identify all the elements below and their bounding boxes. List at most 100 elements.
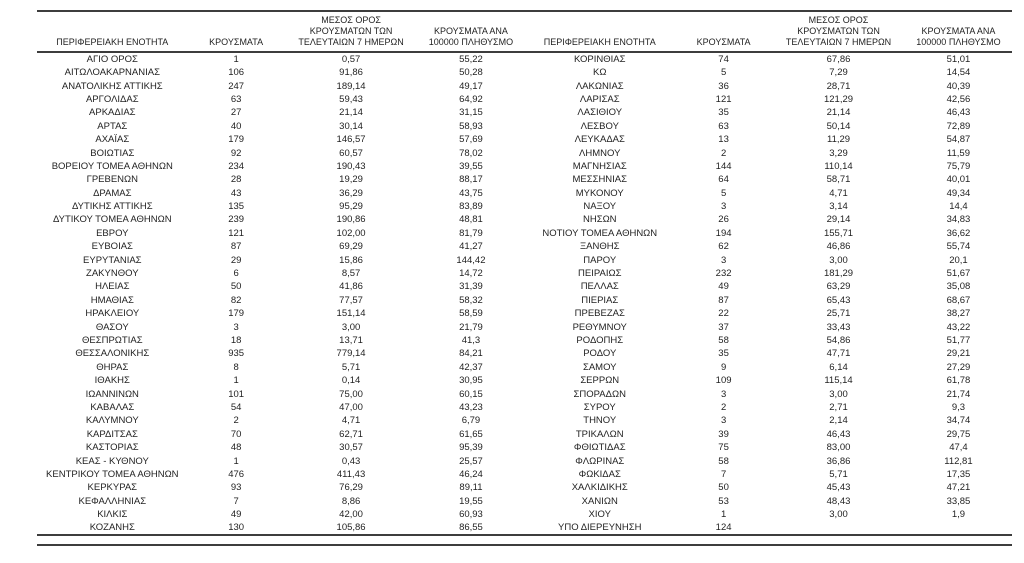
per100k-cell: 49,17	[459, 80, 483, 92]
cases-cell: 121	[228, 227, 245, 239]
per100k-cell: 31,15	[459, 107, 483, 119]
region-cell: ΚΟΖΑΝΗΣ	[89, 522, 135, 534]
avg7-cell: 19,29	[339, 174, 363, 186]
per100k-cell: 144,42	[456, 254, 486, 266]
per100k-cell: 17,35	[946, 468, 971, 480]
cases-cell: 58	[718, 335, 729, 346]
region-cell: ΖΑΚΥΝΘΟΥ	[86, 268, 139, 280]
region-cell: ΔΥΤΙΚΟΥ ΤΟΜΕΑ ΑΘΗΝΩΝ	[53, 214, 172, 226]
avg7-cell: 7,29	[829, 67, 848, 79]
cases-cell: 101	[228, 388, 245, 400]
avg7-cell: 4,71	[341, 415, 361, 427]
avg7-cell: 110,14	[824, 160, 853, 172]
region-cell: ΑΓΙΟ ΟΡΟΣ	[86, 54, 138, 65]
region-cell: ΝΑΞΟΥ	[583, 201, 617, 213]
avg7-cell: 65,43	[826, 294, 851, 306]
header-region-right: ΠΕΡΙΦΕΡΕΙΑΚΗ ΕΝΟΤΗΤΑ	[524, 11, 676, 53]
cases-cell: 40	[230, 120, 242, 132]
region-cell: ΛΑΚΩΝΙΑΣ	[575, 80, 624, 92]
cases-cell: 121	[715, 93, 732, 105]
avg7-cell: 105,86	[336, 522, 366, 534]
region-cell: ΚΕΑΣ - ΚΥΘΝΟΥ	[75, 455, 149, 467]
avg7-cell: 33,43	[826, 321, 851, 333]
table-row: ΕΥΡΥΤΑΝΙΑΣ 29 15,86 144,42 ΠΑΡΟΥ 3 3,00 20,1	[37, 253, 1012, 266]
table-row: ΚΕΦΑΛΛΗΝΙΑΣ 7 8,86 19,55 ΧΑΝΙΩΝ 53 48,43 33,85	[37, 495, 1012, 508]
table-row: ΙΩΑΝΝΙΝΩΝ 101 75,00 60,15 ΣΠΟΡΑΔΩΝ 3 3,00 21,74	[37, 387, 1012, 400]
table-row: ΔΥΤΙΚΟΥ ΤΟΜΕΑ ΑΘΗΝΩΝ 239 190,86 48,81 ΝΗΣΩΝ 2…	[37, 213, 1012, 226]
cases-cell: 70	[230, 428, 242, 440]
cases-cell: 26	[718, 214, 729, 226]
cases-cell: 28	[230, 174, 242, 186]
avg7-cell: 151,14	[336, 308, 366, 320]
region-cell: ΛΕΣΒΟΥ	[580, 120, 619, 132]
cases-cell: 29	[230, 254, 242, 266]
per100k-cell: 83,89	[459, 201, 483, 213]
per100k-cell: 29,21	[946, 348, 971, 360]
region-cell: ΚΟΡΙΝΘΙΑΣ	[573, 54, 626, 65]
cases-cell: 37	[718, 321, 729, 333]
table-row: ΚΙΛΚΙΣ 49 42,00 60,93 ΧΙΟΥ 1 3,00 1,9	[37, 508, 1012, 521]
header-avg7-left: ΜΕΣΟΣ ΟΡΟΣ ΚΡΟΥΣΜΑΤΩΝ ΤΩΝ ΤΕΛΕΥΤΑΙΩΝ 7 Η…	[284, 11, 418, 53]
region-cell: ΝΗΣΩΝ	[582, 214, 617, 226]
region-cell: ΛΗΜΝΟΥ	[579, 147, 621, 159]
per100k-cell: 51,67	[946, 268, 971, 280]
avg7-cell: 28,71	[826, 80, 851, 92]
cases-cell: 93	[230, 482, 242, 494]
region-cell: ΚΕΦΑΛΛΗΝΙΑΣ	[78, 495, 147, 507]
table-row: ΚΕΑΣ - ΚΥΘΝΟΥ 1 0,43 25,57 ΦΛΩΡΙΝΑΣ 58 36,86 11…	[37, 454, 1012, 467]
cases-cell: 54	[230, 401, 242, 413]
region-cell: ΑΡΚΑΔΙΑΣ	[89, 107, 136, 119]
table-row: ΑΡΚΑΔΙΑΣ 27 21,14 31,15 ΛΑΣΙΘΙΟΥ 35 21,14 46,43	[37, 106, 1012, 119]
avg7-cell: 3,14	[829, 201, 848, 213]
cases-cell: 8	[233, 361, 239, 373]
cases-cell: 5	[720, 67, 727, 79]
header-cases-left: ΚΡΟΥΣΜΑΤΑ	[187, 11, 285, 53]
cases-cell: 247	[228, 80, 245, 92]
avg7-cell: 11,29	[826, 134, 851, 146]
per100k-cell: 19,55	[459, 495, 483, 507]
per100k-cell: 21,74	[946, 388, 971, 400]
cases-by-region-table: ΠΕΡΙΦΕΡΕΙΑΚΗ ΕΝΟΤΗΤΑ ΚΡΟΥΣΜΑΤΑ ΜΕΣΟΣ ΟΡΟ…	[37, 10, 1012, 537]
per100k-cell: 27,29	[946, 361, 971, 373]
region-cell: ΔΥΤΙΚΗΣ ΑΤΤΙΚΗΣ	[72, 201, 153, 213]
cases-cell: 6	[233, 268, 239, 280]
table-row: ΙΘΑΚΗΣ 1 0,14 30,95 ΣΕΡΡΩΝ 109 115,14 61,78	[37, 374, 1012, 387]
avg7-cell: 0,57	[341, 54, 361, 65]
cases-cell: 232	[715, 268, 732, 280]
table-row: ΒΟΡΕΙΟΥ ΤΟΜΕΑ ΑΘΗΝΩΝ 234 190,43 39,55 ΜΑΓΝΗΣ…	[37, 160, 1012, 173]
region-cell: ΦΩΚΙΔΑΣ	[578, 468, 621, 480]
per100k-cell: 75,79	[946, 160, 971, 172]
region-cell: ΛΑΣΙΘΙΟΥ	[577, 107, 623, 119]
cases-cell: 5	[720, 187, 727, 199]
avg7-cell: 779,14	[336, 348, 366, 360]
avg7-cell: 0,43	[341, 455, 361, 467]
cases-cell: 49	[718, 281, 729, 293]
cases-cell: 3	[720, 415, 727, 427]
avg7-cell: 3,00	[829, 254, 848, 266]
table-row: ΘΕΣΣΑΛΟΝΙΚΗΣ 935 779,14 84,21 ΡΟΔΟΥ 35 47,71 29…	[37, 347, 1012, 360]
per100k-cell: 68,67	[946, 294, 971, 306]
cases-cell: 2	[720, 147, 727, 159]
table-row: ΚΕΡΚΥΡΑΣ 93 76,29 89,11 ΧΑΛΚΙΔΙΚΗΣ 50 45,43 47,…	[37, 481, 1012, 494]
avg7-cell: 3,29	[829, 147, 848, 159]
avg7-cell: 47,71	[826, 348, 851, 360]
table-row: ΚΕΝΤΡΙΚΟΥ ΤΟΜΕΑ ΑΘΗΝΩΝ 476 411,43 46,24 ΦΩΚΙ…	[37, 468, 1012, 481]
table-row: ΗΡΑΚΛΕΙΟΥ 179 151,14 58,59 ΠΡΕΒΕΖΑΣ 22 25,71 38…	[37, 307, 1012, 320]
per100k-cell: 39,55	[459, 160, 483, 172]
cases-cell: 476	[228, 468, 245, 480]
region-cell: ΜΥΚΟΝΟΥ	[575, 187, 624, 199]
avg7-cell: 46,86	[826, 241, 851, 253]
per100k-cell: 51,01	[946, 54, 971, 65]
per100k-cell: 61,78	[946, 375, 971, 387]
avg7-cell: 63,29	[826, 281, 851, 293]
region-cell: ΠΑΡΟΥ	[583, 254, 617, 266]
table-row: ΚΑΣΤΟΡΙΑΣ 48 30,57 95,39 ΦΘΙΩΤΙΔΑΣ 75 83,00 47,…	[37, 441, 1012, 454]
avg7-cell: 115,14	[824, 375, 853, 387]
avg7-cell: 50,14	[826, 120, 851, 132]
table-row: ΚΑΒΑΛΑΣ 54 47,00 43,23 ΣΥΡΟΥ 2 2,71 9,3	[37, 401, 1012, 414]
region-cell: ΡΟΔΟΥ	[583, 348, 617, 360]
per100k-cell: 50,28	[459, 67, 483, 79]
avg7-cell: 8,57	[341, 268, 361, 280]
per100k-cell: 60,15	[459, 388, 483, 400]
avg7-cell: 21,14	[339, 107, 363, 119]
